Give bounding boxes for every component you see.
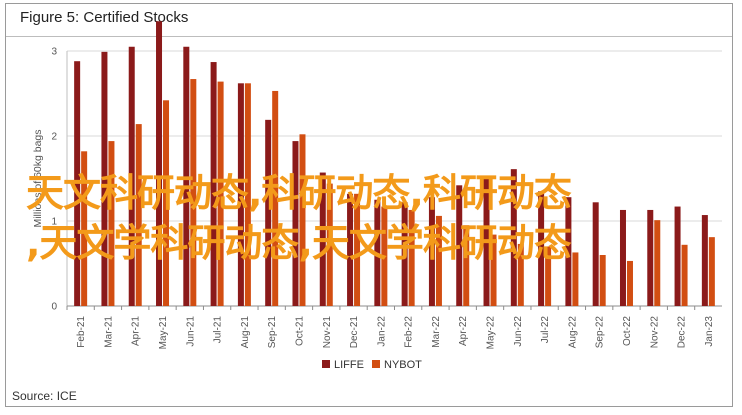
- bar-nybot: [654, 220, 661, 306]
- bar-nybot: [490, 234, 497, 306]
- x-tick-label: Mar-21: [103, 316, 114, 348]
- bar-liffe: [647, 209, 654, 306]
- x-tick-label: Sep-22: [595, 316, 606, 349]
- x-tick-label: Aug-22: [567, 316, 578, 349]
- x-tick-label: Dec-22: [677, 316, 688, 349]
- x-tick-label: Aug-21: [240, 316, 251, 349]
- bar-liffe: [538, 191, 545, 306]
- bar-nybot: [545, 246, 552, 306]
- bar-liffe: [292, 141, 299, 306]
- bar-liffe: [265, 119, 272, 306]
- x-tick-label: Nov-22: [649, 316, 660, 349]
- bar-nybot: [272, 90, 279, 306]
- bar-liffe: [74, 61, 81, 307]
- chart-frame: Figure 5: Certified Stocks Source: ICE: [5, 3, 733, 407]
- bar-liffe: [456, 185, 463, 306]
- bar-nybot: [626, 260, 633, 306]
- bar-liffe: [674, 206, 681, 306]
- legend-label-liffe: LIFFE: [334, 359, 364, 371]
- bar-liffe: [101, 51, 108, 306]
- legend-swatch-liffe: [322, 360, 330, 368]
- bar-nybot: [190, 79, 197, 306]
- bar-nybot: [326, 183, 333, 306]
- x-tick-label: Jan-23: [704, 316, 715, 347]
- bar-liffe: [347, 193, 354, 306]
- bar-nybot: [435, 215, 442, 306]
- bar-nybot: [81, 151, 88, 306]
- bar-nybot: [708, 237, 715, 306]
- x-tick-label: Jun-21: [185, 316, 196, 347]
- chart-title: Figure 5: Certified Stocks: [20, 9, 189, 26]
- bar-nybot: [463, 225, 470, 306]
- x-tick-label: Jun-22: [513, 316, 524, 347]
- x-tick-label: May-21: [158, 316, 169, 350]
- bar-liffe: [374, 199, 381, 306]
- bar-liffe: [592, 202, 599, 306]
- source-note: Source: ICE: [12, 389, 77, 403]
- bar-liffe: [619, 209, 626, 306]
- bar-liffe: [210, 62, 217, 306]
- x-tick-label: Jul-22: [540, 316, 551, 344]
- bar-nybot: [381, 206, 388, 306]
- bar-nybot: [681, 244, 688, 306]
- bar-liffe: [156, 21, 163, 306]
- y-tick-label: 1: [51, 217, 57, 228]
- bar-nybot: [599, 255, 606, 306]
- bar-liffe: [319, 172, 326, 306]
- legend-label-nybot: NYBOT: [384, 359, 422, 371]
- bar-nybot: [135, 124, 142, 306]
- bar-nybot: [217, 81, 224, 306]
- x-tick-label: May-22: [486, 316, 497, 350]
- bar-nybot: [163, 100, 170, 306]
- legend-swatch-nybot: [372, 360, 380, 368]
- x-tick-label: Jul-21: [213, 316, 224, 344]
- x-tick-label: Jan-22: [376, 316, 387, 347]
- y-tick-label: 3: [51, 47, 57, 58]
- bar-liffe: [237, 83, 244, 306]
- bar-liffe: [428, 197, 435, 306]
- x-tick-label: Feb-22: [404, 316, 415, 348]
- x-tick-label: Nov-21: [322, 316, 333, 349]
- bar-liffe: [183, 46, 190, 306]
- bar-nybot: [244, 83, 251, 306]
- bar-nybot: [408, 209, 415, 306]
- bar-nybot: [517, 243, 524, 306]
- bar-liffe: [483, 177, 490, 306]
- y-tick-label: 2: [51, 132, 57, 143]
- bar-liffe: [510, 169, 517, 306]
- y-tick-label: 0: [51, 302, 57, 313]
- bar-liffe: [401, 202, 408, 306]
- bar-liffe: [701, 215, 708, 306]
- bar-liffe: [128, 46, 135, 306]
- x-tick-label: Apr-21: [131, 316, 142, 346]
- x-tick-label: Dec-21: [349, 316, 360, 349]
- x-tick-label: Sep-21: [267, 316, 278, 349]
- bar-nybot: [572, 252, 579, 306]
- bar-nybot: [299, 134, 306, 306]
- bar-nybot: [354, 193, 361, 306]
- y-axis-label: Millions of 60kg bags: [32, 129, 44, 227]
- x-tick-label: Oct-22: [622, 316, 633, 346]
- bar-nybot: [108, 141, 115, 306]
- x-tick-label: Apr-22: [458, 316, 469, 346]
- x-tick-label: Mar-22: [431, 316, 442, 348]
- title-divider: [6, 36, 732, 37]
- x-tick-label: Feb-21: [76, 316, 87, 348]
- bar-liffe: [565, 197, 572, 306]
- x-tick-label: Oct-21: [294, 316, 305, 346]
